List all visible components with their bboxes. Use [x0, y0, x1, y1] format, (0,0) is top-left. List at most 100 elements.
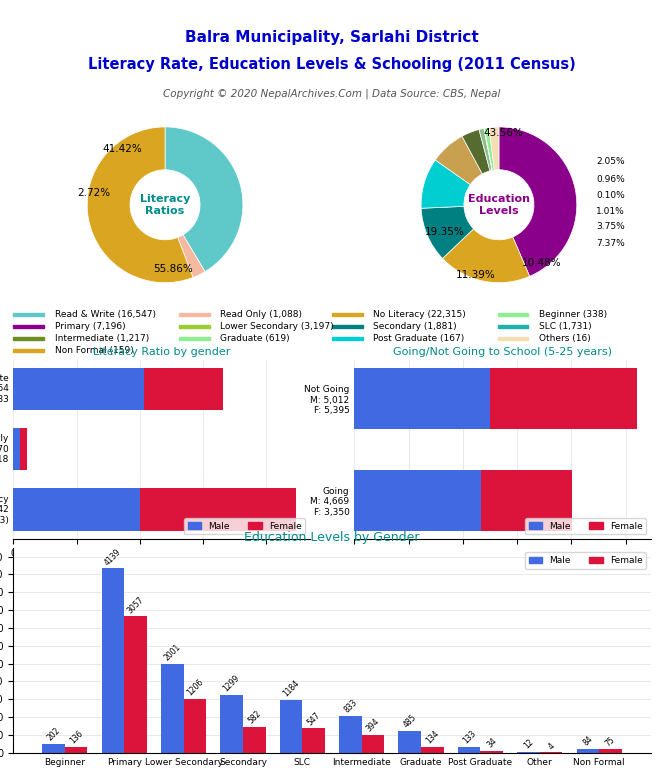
Text: 0.96%: 0.96%	[596, 175, 625, 184]
Bar	[332, 313, 363, 316]
Bar	[599, 750, 622, 753]
Bar	[102, 568, 124, 753]
Wedge shape	[484, 127, 495, 170]
Wedge shape	[479, 128, 492, 171]
Title: Education Levels by Gender: Education Levels by Gender	[244, 531, 420, 544]
Bar	[179, 325, 210, 328]
Bar	[576, 749, 599, 753]
Text: 582: 582	[246, 709, 262, 726]
Text: 2.05%: 2.05%	[596, 157, 625, 167]
Text: Beginner (338): Beginner (338)	[539, 310, 608, 319]
Legend: Male, Female: Male, Female	[525, 518, 646, 535]
Text: 11.39%: 11.39%	[456, 270, 495, 280]
Text: 10.48%: 10.48%	[522, 258, 562, 268]
Text: Primary (7,196): Primary (7,196)	[54, 322, 125, 331]
Text: Intermediate (1,217): Intermediate (1,217)	[54, 334, 149, 343]
Bar	[332, 337, 363, 339]
Text: 12: 12	[522, 738, 535, 751]
Text: Others (16): Others (16)	[539, 334, 591, 343]
Bar	[65, 746, 88, 753]
Text: Read Only (1,088): Read Only (1,088)	[220, 310, 302, 319]
Bar	[13, 313, 44, 316]
Text: 1184: 1184	[281, 679, 301, 699]
Text: No Literacy (22,315): No Literacy (22,315)	[373, 310, 466, 319]
Bar	[145, 368, 222, 410]
Text: 1.01%: 1.01%	[596, 207, 625, 216]
Bar	[13, 349, 44, 352]
Wedge shape	[484, 128, 493, 170]
Bar	[421, 746, 444, 753]
Text: Balra Municipality, Sarlahi District: Balra Municipality, Sarlahi District	[185, 31, 479, 45]
Text: Secondary (1,881): Secondary (1,881)	[373, 322, 457, 331]
Bar	[481, 751, 503, 753]
Wedge shape	[436, 136, 482, 184]
Bar	[498, 337, 529, 339]
Wedge shape	[489, 127, 499, 170]
Text: 2001: 2001	[162, 642, 183, 662]
Text: 75: 75	[604, 735, 617, 748]
Text: 84: 84	[581, 734, 594, 747]
Text: 202: 202	[45, 726, 62, 743]
Text: Non Formal (159): Non Formal (159)	[54, 346, 133, 355]
Wedge shape	[87, 127, 193, 283]
Text: 4139: 4139	[103, 547, 123, 567]
Text: 43.56%: 43.56%	[483, 128, 523, 138]
Bar	[243, 727, 266, 753]
Text: 136: 136	[68, 729, 84, 745]
Title: Going/Not Going to School (5-25 years): Going/Not Going to School (5-25 years)	[393, 347, 612, 357]
Text: 34: 34	[485, 737, 499, 750]
Wedge shape	[462, 130, 490, 174]
Bar	[13, 337, 44, 339]
Wedge shape	[499, 127, 577, 276]
Text: 833: 833	[342, 697, 359, 714]
Text: 2.72%: 2.72%	[77, 188, 110, 198]
Bar	[490, 368, 637, 429]
Text: Read & Write (16,547): Read & Write (16,547)	[54, 310, 156, 319]
Wedge shape	[421, 207, 473, 259]
Text: Graduate (619): Graduate (619)	[220, 334, 290, 343]
Text: 1299: 1299	[222, 674, 242, 694]
Bar	[458, 746, 481, 753]
Title: Literacy Ratio by gender: Literacy Ratio by gender	[93, 347, 230, 357]
Bar	[498, 325, 529, 328]
Text: 1206: 1206	[185, 677, 205, 697]
Text: 547: 547	[305, 710, 322, 727]
Text: 134: 134	[424, 729, 441, 745]
Bar	[124, 617, 147, 753]
Text: Literacy
Ratios: Literacy Ratios	[140, 194, 191, 216]
Text: Lower Secondary (3,197): Lower Secondary (3,197)	[220, 322, 334, 331]
Bar	[13, 428, 21, 470]
Bar	[179, 313, 210, 316]
Text: 7.37%: 7.37%	[596, 239, 625, 248]
Text: 394: 394	[365, 717, 381, 733]
Text: 55.86%: 55.86%	[153, 263, 193, 273]
Bar	[280, 700, 302, 753]
Text: Post Graduate (167): Post Graduate (167)	[373, 334, 465, 343]
Text: 0.10%: 0.10%	[596, 191, 625, 200]
Bar	[179, 337, 210, 339]
Text: 3.75%: 3.75%	[596, 222, 625, 231]
Wedge shape	[442, 229, 530, 283]
Text: 3057: 3057	[125, 595, 145, 615]
Wedge shape	[178, 235, 205, 277]
Bar	[220, 695, 243, 753]
Bar	[13, 325, 44, 328]
Bar	[21, 428, 27, 470]
Bar	[183, 699, 206, 753]
Text: 133: 133	[461, 729, 477, 746]
Bar	[161, 664, 183, 753]
Legend: Male, Female: Male, Female	[525, 552, 646, 568]
Wedge shape	[421, 160, 470, 208]
Bar	[13, 368, 145, 410]
Bar	[140, 488, 295, 531]
Bar	[42, 743, 65, 753]
Bar	[13, 488, 140, 531]
Text: 4: 4	[546, 741, 556, 751]
Legend: Male, Female: Male, Female	[184, 518, 305, 535]
Bar	[398, 731, 421, 753]
Bar	[481, 469, 572, 531]
Bar	[498, 313, 529, 316]
Text: 41.42%: 41.42%	[102, 144, 142, 154]
Bar	[354, 368, 490, 429]
Text: SLC (1,731): SLC (1,731)	[539, 322, 592, 331]
